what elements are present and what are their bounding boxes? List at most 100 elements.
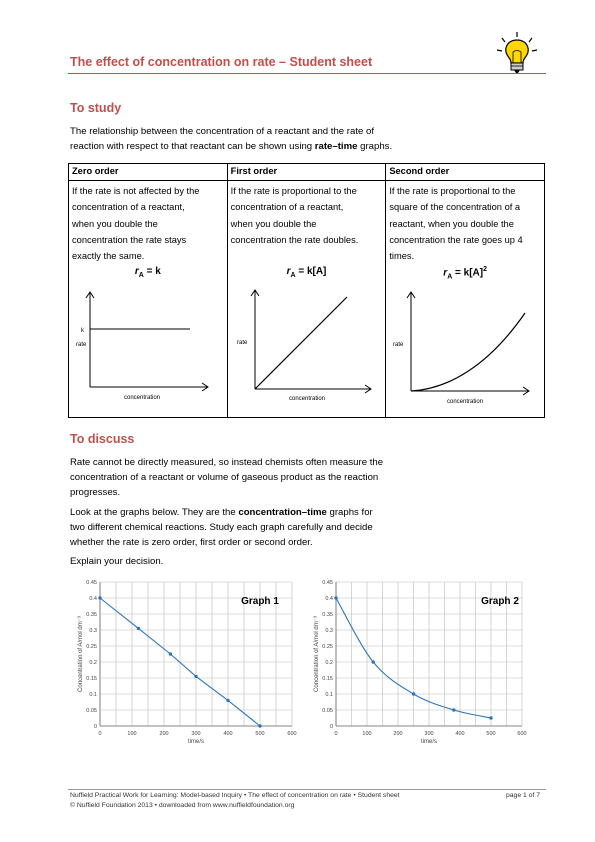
x-axis-label: time/s (421, 739, 437, 745)
series-line (99, 597, 261, 727)
zero-y-arrow (85, 291, 95, 299)
zero-k-tick: k (81, 328, 85, 334)
x-tick-label: 500 (486, 731, 495, 737)
zero-order-description: If the rate is not affected by the conce… (72, 186, 200, 262)
y-tick-label: 0.4 (89, 596, 97, 602)
y-tick-label: 0.15 (322, 676, 333, 682)
first-x-arrow (364, 384, 372, 394)
first-order-line (254, 296, 348, 390)
y-tick-label: 0.25 (322, 644, 333, 650)
y-tick-label: 0.2 (89, 660, 97, 666)
data-point (411, 692, 416, 696)
second-xlabel: concentration (447, 399, 483, 405)
first-order-equation: rA = k[A] (286, 266, 327, 280)
y-tick-label: 0.3 (325, 628, 333, 634)
y-tick-label: 0.3 (89, 628, 97, 634)
y-tick-label: 0.35 (322, 612, 333, 618)
x-tick-label: 500 (255, 731, 264, 737)
discuss-para-2: Look at the graphs below. They are the c… (70, 507, 373, 548)
first-order-cell: If the rate is proportional to the conce… (226, 180, 387, 418)
x-tick-label: 200 (393, 731, 402, 737)
y-tick-label: 0.15 (86, 676, 97, 682)
y-tick-label: 0.05 (86, 708, 97, 714)
discuss-para-3: Explain your decision. (70, 556, 164, 567)
second-order-curve (411, 312, 526, 392)
data-point (258, 724, 262, 728)
first-xlabel: concentration (289, 396, 325, 402)
x-tick-label: 400 (223, 731, 232, 737)
graph-1-chart: 0 100 200 300 400 500 600 0 0.05 0.1 0.15 0.2 0.25 0.… (78, 580, 297, 745)
data-point (136, 626, 141, 631)
second-order-description: If the rate is proportional to the squar… (389, 186, 523, 262)
x-tick-label: 400 (455, 731, 464, 737)
second-ylabel: rate (393, 342, 404, 348)
discuss-para-1: Rate cannot be directly measured, so ins… (70, 457, 384, 498)
study-intro: The relationship between the concentrati… (70, 124, 470, 154)
zero-order-cell: If the rate is not affected by the conce… (68, 180, 228, 418)
y-tick-label: 0.4 (325, 596, 333, 602)
header-zero-order: Zero order (68, 163, 228, 181)
y-tick-label: 0.2 (325, 660, 333, 666)
zero-ylabel: rate (76, 342, 87, 348)
zero-order-equation: rA = k (134, 266, 161, 280)
y-tick-label: 0.1 (325, 692, 333, 698)
data-point (168, 652, 173, 656)
data-point (334, 596, 338, 600)
study-intro-line-2: reaction with respect to that reactant c… (70, 141, 393, 152)
second-order-graph: rate concentration (393, 290, 531, 405)
header-first-order: First order (226, 163, 387, 181)
second-order-equation: rA = k[A]2 (443, 266, 488, 281)
y-tick-label: 0.35 (86, 612, 97, 618)
chart-title: Graph 2 (481, 596, 519, 607)
zero-x-arrow (201, 383, 209, 392)
title-divider (68, 73, 546, 74)
footer-line-2: © Nuffield Foundation 2013 • downloaded … (70, 802, 295, 809)
zero-order-graph: k rate concentration (76, 291, 209, 401)
y-tick-label: 0 (94, 724, 97, 730)
x-tick-label: 200 (159, 731, 168, 737)
chart-title: Graph 1 (241, 596, 279, 607)
second-x-arrow (523, 386, 531, 396)
graph-2-chart: 0 100 200 300 400 500 600 0 0.05 0.1 0.15 0.2 0.25 0.… (314, 580, 527, 745)
footer-line-1: Nuffield Practical Work for Learning: Mo… (70, 792, 400, 799)
footer-divider (68, 789, 546, 790)
page-number: page 1 of 7 (506, 792, 541, 799)
y-tick-label: 0.05 (322, 708, 333, 714)
data-point (98, 596, 102, 600)
x-tick-label: 0 (98, 731, 101, 737)
x-tick-label: 600 (287, 731, 296, 737)
first-order-description: If the rate is proportional to the conce… (230, 186, 359, 245)
concentration-time-term: concentration–time (238, 507, 327, 518)
data-point (194, 674, 198, 679)
discuss-heading: To discuss (70, 432, 135, 446)
y-axis-label: Concentration of A/mol dm⁻³ (314, 616, 320, 692)
x-axis-label: time/s (188, 739, 204, 745)
x-tick-label: 100 (362, 731, 371, 737)
study-heading: To study (70, 101, 122, 115)
second-y-arrow (406, 290, 416, 299)
y-tick-label: 0.25 (86, 644, 97, 650)
study-intro-line-1: The relationship between the concentrati… (70, 126, 375, 137)
zero-xlabel: concentration (124, 395, 160, 401)
y-axis-label: Concentration of A/mol dm⁻³ (78, 616, 84, 692)
header-second-order: Second order (385, 163, 545, 181)
data-point (226, 698, 230, 703)
y-tick-label: 0.1 (89, 692, 97, 698)
lightbulb-icon (496, 32, 538, 73)
first-y-arrow (250, 289, 260, 297)
rate-time-term: rate–time (314, 141, 358, 152)
first-ylabel: rate (237, 340, 248, 346)
data-point (452, 708, 456, 712)
data-point (489, 716, 493, 720)
x-tick-label: 100 (127, 731, 136, 737)
data-point (371, 660, 375, 664)
y-tick-label: 0 (330, 724, 333, 730)
x-tick-label: 0 (334, 731, 337, 737)
second-order-cell: If the rate is proportional to the squar… (385, 180, 545, 418)
y-tick-label: 0.45 (86, 580, 97, 586)
reaction-orders-table: Zero order First order Second order If t… (68, 163, 545, 418)
first-order-graph: rate concentration (237, 289, 372, 402)
page-title: The effect of concentration on rate – St… (70, 55, 373, 69)
x-tick-label: 300 (424, 731, 433, 737)
y-tick-label: 0.45 (322, 580, 333, 586)
